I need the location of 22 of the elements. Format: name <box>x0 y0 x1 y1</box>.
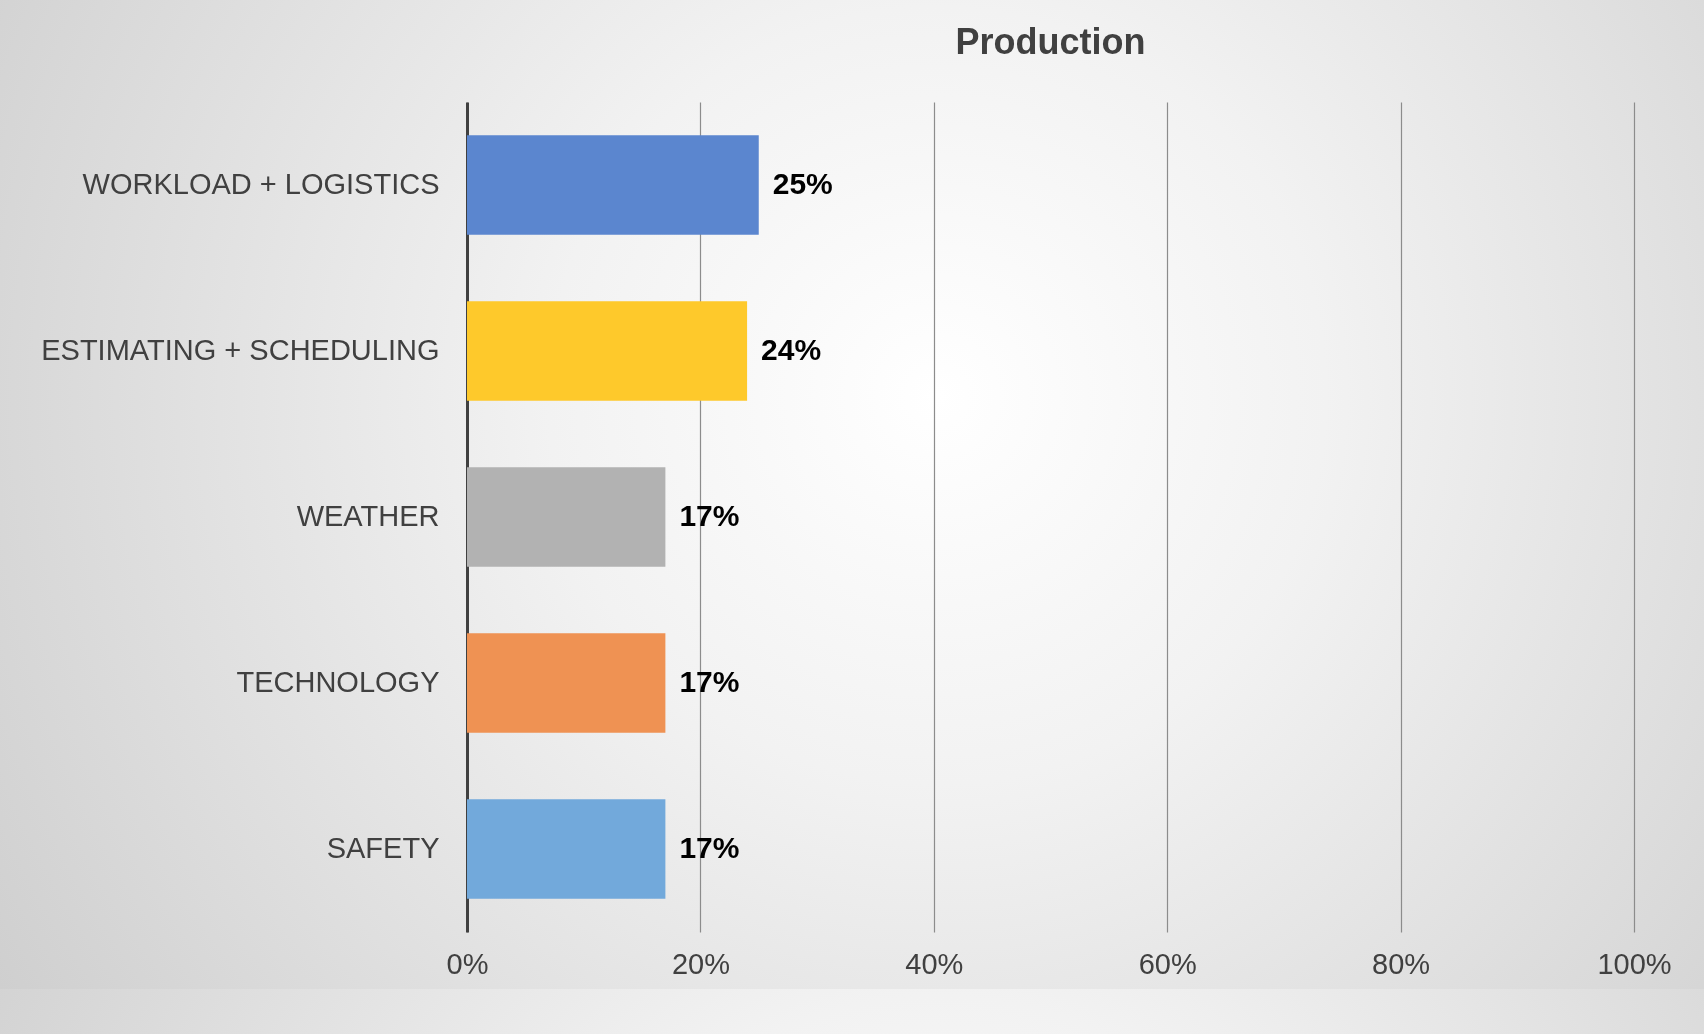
bar <box>467 633 666 733</box>
x-tick-label: 40% <box>905 947 964 980</box>
x-tick-label: 100% <box>1597 947 1672 980</box>
data-label: 17% <box>679 831 740 864</box>
data-label: 17% <box>679 665 740 698</box>
y-tick-label: TECHNOLOGY <box>236 666 440 698</box>
x-tick-label: 0% <box>446 947 489 980</box>
x-tick-label: 60% <box>1138 947 1197 980</box>
y-tick-label: WORKLOAD + LOGISTICS <box>82 168 440 200</box>
bar <box>467 135 759 235</box>
y-tick-label: WEATHER <box>296 500 440 532</box>
data-label: 25% <box>772 167 833 200</box>
x-tick-label: 80% <box>1372 947 1431 980</box>
x-tick-label: 20% <box>671 947 730 980</box>
data-label: 17% <box>679 499 740 532</box>
bar <box>467 467 666 567</box>
bar <box>467 799 666 899</box>
y-tick-label: ESTIMATING + SCHEDULING <box>41 334 440 366</box>
data-label: 24% <box>761 333 822 366</box>
y-tick-label: SAFETY <box>326 832 440 864</box>
bar <box>467 301 748 401</box>
chart-title: Production <box>955 21 1146 62</box>
